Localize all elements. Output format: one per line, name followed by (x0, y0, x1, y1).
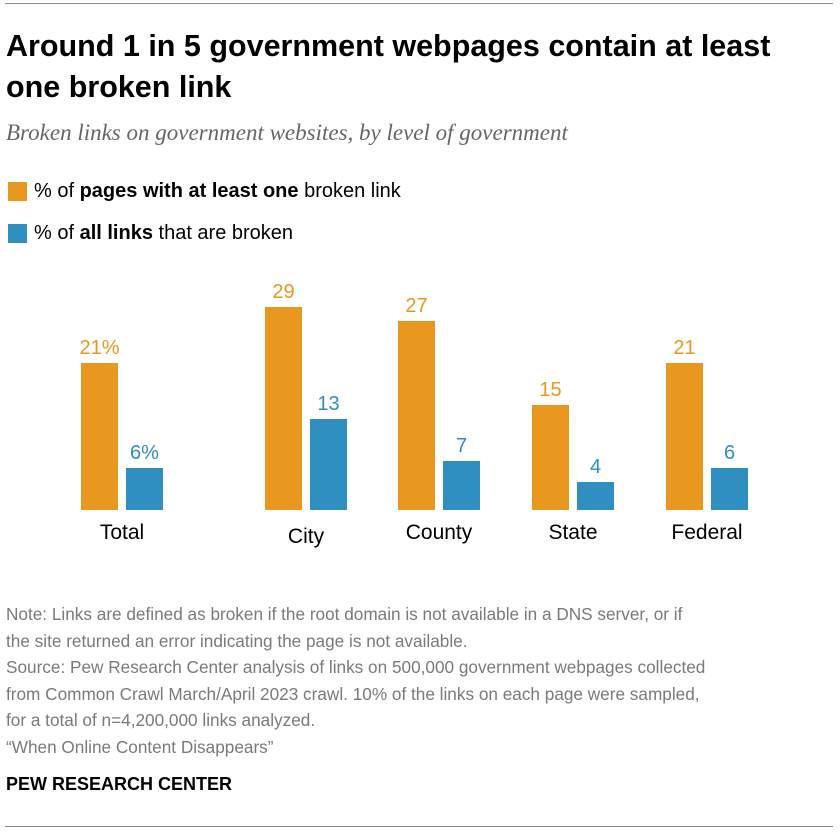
category-label-county: County (406, 521, 473, 544)
bar-federal-pages (666, 363, 703, 510)
bar-state-links (577, 482, 614, 510)
data-label-state-pages: 15 (539, 379, 561, 401)
source-line: from Common Crawl March/April 2023 crawl… (6, 683, 700, 704)
note-line: the site returned an error indicating th… (6, 630, 468, 651)
category-label-city: City (288, 525, 325, 548)
brand-logo-text: PEW RESEARCH CENTER (6, 774, 233, 794)
top-rule (5, 3, 833, 4)
category-label-total: Total (100, 521, 144, 544)
data-label-city-pages: 29 (272, 281, 294, 303)
category-label-state: State (548, 521, 597, 544)
data-label-city-links: 13 (317, 393, 339, 415)
legend-label-links: % of all links that are broken (34, 222, 294, 244)
notes-block: Note: Links are defined as broken if the… (6, 601, 836, 760)
bar-chart: 21% 6% Total 29 13 City 27 7 County 15 4 State 21 6 Fe… (79, 281, 748, 548)
legend-swatch-orange (8, 182, 27, 201)
data-label-total-pages: 21% (79, 337, 119, 359)
data-label-total-links: 6% (130, 442, 159, 464)
data-label-county-pages: 27 (405, 295, 427, 317)
legend-item-pages: % of pages with at least one broken link (8, 180, 401, 203)
bar-federal-links (711, 468, 748, 510)
data-label-federal-links: 6 (724, 442, 735, 464)
bar-state-pages (532, 405, 569, 510)
bar-total-links (126, 468, 163, 510)
chart-title: Around 1 in 5 government webpages contai… (6, 29, 771, 104)
bar-county-links (443, 461, 480, 510)
report-title-line: “When Online Content Disappears” (6, 736, 274, 757)
bottom-rule (5, 826, 833, 827)
note-line: Note: Links are defined as broken if the… (6, 604, 683, 624)
bar-county-pages (398, 321, 435, 510)
legend-label-pages: % of pages with at least one broken link (34, 180, 401, 202)
data-label-county-links: 7 (456, 435, 467, 457)
bar-total-pages (81, 363, 118, 510)
data-label-state-links: 4 (590, 456, 601, 478)
legend-swatch-blue (8, 224, 27, 243)
bar-city-links (310, 419, 347, 510)
bar-city-pages (265, 307, 302, 510)
chart-subtitle: Broken links on government websites, by … (6, 120, 568, 145)
source-line: for a total of n=4,200,000 links analyze… (6, 710, 316, 730)
source-line: Source: Pew Research Center analysis of … (6, 657, 706, 677)
category-label-federal: Federal (671, 521, 742, 544)
data-label-federal-pages: 21 (673, 337, 695, 359)
legend-item-links: % of all links that are broken (8, 222, 293, 245)
